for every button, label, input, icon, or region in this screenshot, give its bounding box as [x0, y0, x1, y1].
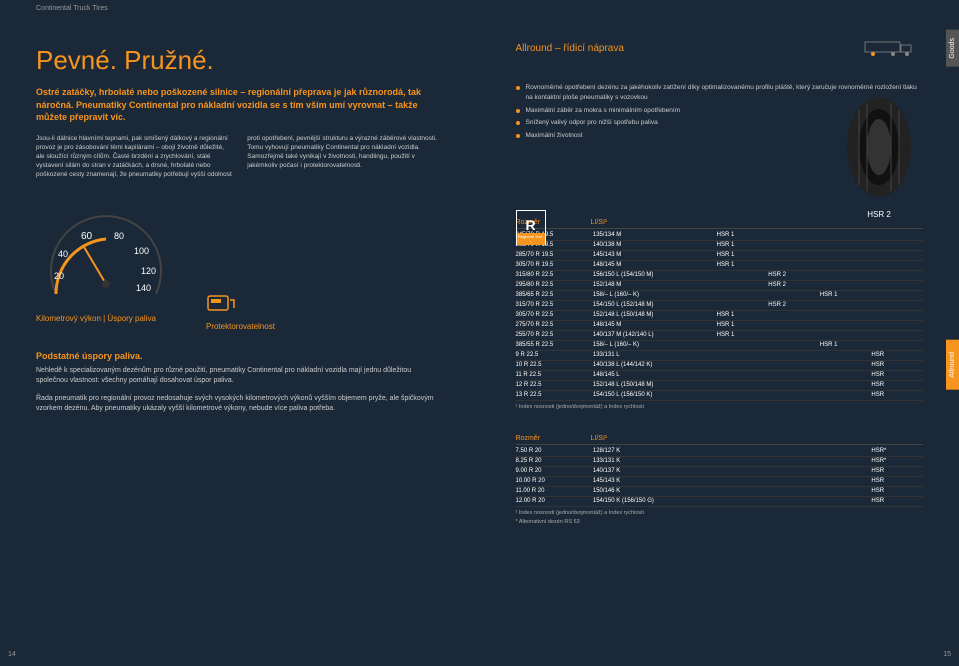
page-number-left: 14 [8, 651, 16, 658]
table-row: 7.50 R 20128/127 KHSR* [516, 447, 924, 457]
allround-tab: Allround [946, 340, 959, 390]
savings-p2: Řada pneumatik pro regionální provoz ned… [36, 394, 444, 414]
th-li: LI/SI¹ [591, 219, 711, 226]
intro-text: Ostré zatáčky, hrbolaté nebo poškozené s… [0, 86, 480, 124]
goods-tab: Goods [946, 30, 959, 67]
truck-icon [863, 38, 923, 58]
page-number-right: 15 [943, 651, 951, 658]
svg-text:80: 80 [114, 231, 124, 241]
table-row: 12.00 R 20154/150 K (156/150 G)HSR [516, 496, 924, 506]
savings-title: Podstatné úspory paliva. [36, 351, 444, 361]
table-row: 275/70 R 22.5148/145 MHSR 1 [516, 320, 924, 330]
table-row: 13 R 22.5154/150 L (156/150 K)HSR [516, 390, 924, 400]
table-row: 305/70 R 19.5148/145 MHSR 1 [516, 260, 924, 270]
table-row: 11.00 R 20150/146 KHSR [516, 486, 924, 496]
gauge-label-2: Protektorovatelnost [206, 322, 275, 331]
savings-section: Podstatné úspory paliva. Nehledě k speci… [0, 341, 480, 431]
table-row: 385/55 R 22.5158/– L (160/– K)HSR 1 [516, 340, 924, 350]
table-2: Rozměr LI/SI¹ 7.50 R 20128/127 KHSR*8.25… [480, 430, 959, 530]
svg-text:100: 100 [134, 246, 149, 256]
gauge-section: 20 40 60 80 100 120 140 Kilometrový výko… [0, 189, 480, 341]
svg-text:20: 20 [54, 271, 64, 281]
right-page: Goods Allround Allround – řídicí náprava… [480, 0, 959, 666]
table-1: Rozměr LI/SI¹ 245/70 R 19.5135/134 MHSR … [480, 214, 959, 415]
footnote-1: ¹ Index nosnosti (jedno/dvojmontáž) a In… [516, 404, 924, 410]
fuel-icon [206, 294, 246, 312]
table-row: 255/70 R 22.5140/137 M (142/140 L)HSR 1 [516, 330, 924, 340]
body-text: Jsou-li dálnice hlavními tepnami, pak sm… [0, 124, 480, 189]
allround-title: Allround – řídicí náprava [516, 43, 624, 54]
svg-text:60: 60 [81, 231, 93, 242]
svg-text:40: 40 [58, 249, 68, 259]
svg-text:120: 120 [141, 266, 156, 276]
main-title: Pevné. Pružné. [36, 45, 444, 76]
speedometer-gauge: 20 40 60 80 100 120 140 [36, 209, 176, 309]
th-li-2: LI/SI¹ [591, 435, 711, 442]
brand-header: Continental Truck Tires [0, 0, 480, 15]
table-row: 295/80 R 22.5152/148 MHSR 2 [516, 280, 924, 290]
table-row: 245/70 R 19.5135/134 MHSR 1 [516, 231, 924, 241]
footnote-2a: ¹ Index nosnosti (jedno/dvojmontáž) a In… [516, 510, 924, 516]
tire-image [839, 95, 919, 200]
table-row: 305/70 R 22.5152/148 L (150/148 M)HSR 1 [516, 310, 924, 320]
table-row: 12 R 22.5152/148 L (150/148 M)HSR [516, 380, 924, 390]
table-row: 10 R 22.5140/138 L (144/142 K)HSR [516, 360, 924, 370]
table-row: 11 R 22.5148/145 LHSR [516, 370, 924, 380]
savings-p1: Nehledě k specializovaným dezénům pro rů… [36, 366, 444, 386]
table-row: 10.00 R 20145/143 KHSR [516, 476, 924, 486]
table-row: 265/70 R 19.5140/138 MHSR 1 [516, 240, 924, 250]
table-row: 385/65 R 22.5158/– L (160/– K)HSR 1 [516, 290, 924, 300]
tire-label: HSR 2 [839, 210, 919, 219]
table-row: 315/80 R 22.5156/150 L (154/150 M)HSR 2 [516, 270, 924, 280]
footnote-2b: * Alternativní dezén RS 63 [516, 519, 924, 525]
svg-text:140: 140 [136, 283, 151, 293]
r-badge: R Regional Traf. › [516, 210, 546, 245]
gauge-label-1: Kilometrový výkon | Úspory paliva [36, 314, 176, 323]
table-row: 315/70 R 22.5154/150 L (152/148 M)HSR 2 [516, 300, 924, 310]
tire-section: HSR 2 [839, 95, 919, 219]
table-row: 9 R 22.5133/131 LHSR [516, 350, 924, 360]
left-page: Continental Truck Tires Pevné. Pružné. O… [0, 0, 480, 666]
table-row: 285/70 R 19.5145/143 MHSR 1 [516, 250, 924, 260]
table-row: 9.00 R 20140/137 KHSR [516, 466, 924, 476]
table-row: 8.25 R 20133/131 KHSR* [516, 456, 924, 466]
th-size-2: Rozměr [516, 435, 591, 442]
